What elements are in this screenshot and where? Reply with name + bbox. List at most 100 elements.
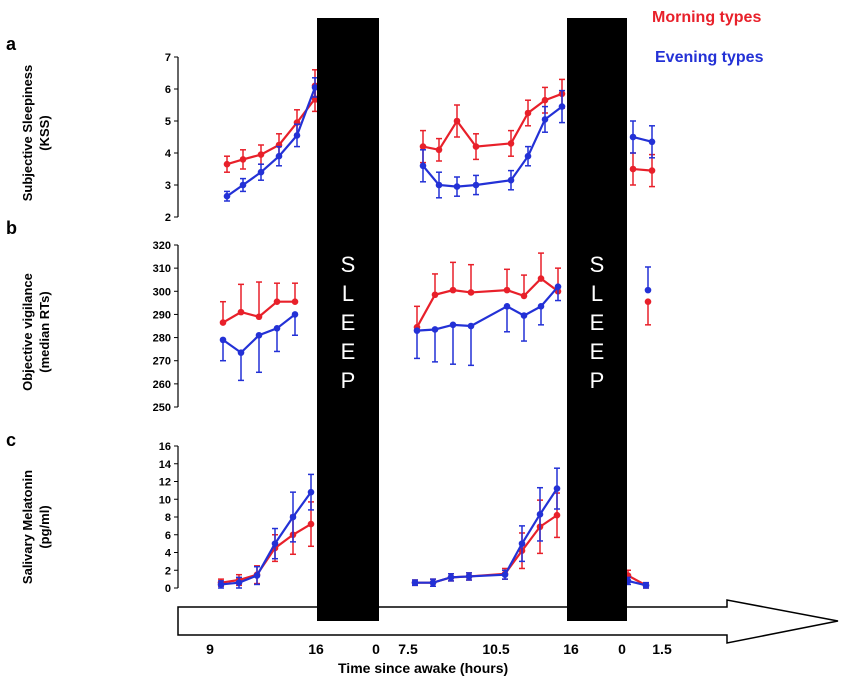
point-a-evening-seg1-0	[223, 192, 231, 200]
y-tick-label-a-0: 2	[165, 212, 171, 224]
y-tick-label-b-0: 250	[153, 402, 171, 414]
y-tick-label-b-7: 320	[153, 240, 171, 252]
point-a-evening-seg1-5	[311, 84, 319, 91]
point-b-evening-seg1-4	[291, 311, 299, 318]
legend-morning: Morning types	[652, 9, 762, 26]
point-a-evening-seg2-4	[507, 176, 515, 184]
point-b-morning-seg1-3	[273, 298, 281, 306]
point-a-evening-seg2-7	[558, 103, 566, 110]
x-axis-title: Time since awake (hours)	[338, 660, 509, 676]
point-b-morning-seg2-5	[520, 292, 528, 300]
point-b-morning-seg3-0	[644, 298, 652, 306]
sleep-letter-1-2: E	[341, 310, 356, 335]
y-tick-label-b-6: 310	[153, 263, 171, 275]
y-tick-label-a-5: 7	[165, 52, 171, 64]
point-a-evening-seg2-0	[419, 162, 427, 170]
point-b-morning-seg2-6	[537, 275, 545, 282]
point-a-evening-seg2-6	[541, 116, 549, 123]
point-c-evening-seg3-1	[642, 582, 650, 589]
point-b-morning-seg1-1	[237, 308, 245, 316]
sleep-letter-2-1: L	[591, 281, 603, 306]
point-b-evening-seg1-2	[255, 331, 263, 339]
panel-a: 2 3 4 5 6 7	[165, 52, 656, 224]
y-tick-label-c-0: 0	[165, 583, 171, 595]
sleep-letter-2-0: S	[590, 252, 605, 277]
line-a-evening-seg2	[422, 105, 563, 188]
point-c-evening-seg1-3	[271, 540, 279, 547]
point-a-morning-seg2-4	[507, 140, 515, 147]
line-c-morning-seg2	[415, 514, 558, 584]
point-c-evening-seg1-5	[307, 488, 315, 496]
point-b-evening-seg2-6	[537, 303, 545, 310]
point-c-evening-seg2-0	[411, 579, 419, 586]
point-a-evening-seg3-1	[648, 138, 656, 146]
point-b-evening-seg3-0	[644, 286, 652, 294]
point-a-morning-seg1-2	[257, 151, 265, 158]
y-tick-label-c-8: 16	[159, 441, 171, 453]
point-c-evening-seg2-7	[553, 485, 561, 492]
point-b-morning-seg1-2	[255, 313, 263, 321]
point-b-evening-seg2-4	[503, 303, 511, 310]
x-tick-label-3: 7.5	[398, 641, 418, 657]
point-a-evening-seg2-5	[524, 152, 532, 160]
point-c-evening-seg1-4	[289, 513, 297, 521]
point-a-morning-seg2-6	[541, 96, 549, 104]
sleep-bar-2	[567, 18, 627, 621]
point-a-morning-seg3-0	[629, 165, 637, 173]
y-tick-label-b-2: 270	[153, 356, 171, 368]
point-a-morning-seg2-2	[453, 117, 461, 125]
y-tick-label-c-1: 2	[165, 565, 171, 577]
sleep-bar-overlay-2	[567, 600, 627, 621]
point-a-morning-seg2-0	[419, 143, 427, 150]
point-c-evening-seg1-2	[253, 572, 261, 579]
point-c-evening-seg2-3	[465, 573, 473, 580]
x-tick-label-0: 9	[206, 641, 214, 657]
y-tick-label-a-2: 4	[165, 148, 172, 160]
sleep-letter-2-4: P	[590, 368, 605, 393]
point-b-evening-seg2-1	[431, 326, 439, 333]
point-c-morning-seg2-7	[553, 511, 561, 519]
point-b-morning-seg1-4	[291, 298, 299, 306]
sleep-letter-2-2: E	[590, 310, 605, 335]
point-c-evening-seg1-0	[217, 581, 225, 588]
y-tick-label-c-2: 4	[165, 548, 172, 560]
point-c-evening-seg1-1	[235, 579, 243, 586]
point-b-evening-seg1-1	[237, 349, 245, 356]
point-a-evening-seg3-0	[629, 133, 637, 141]
sleep-letter-2-3: E	[590, 339, 605, 364]
point-a-evening-seg1-4	[293, 132, 301, 139]
sleep-letter-1-4: P	[341, 368, 356, 393]
point-a-morning-seg3-1	[648, 167, 656, 174]
point-a-morning-seg1-1	[239, 156, 247, 163]
y-tick-label-a-1: 3	[165, 180, 171, 192]
point-a-evening-seg1-3	[275, 152, 283, 160]
point-c-evening-seg2-4	[501, 571, 509, 578]
y-tick-label-a-4: 6	[165, 84, 171, 96]
line-c-morning-seg1	[220, 523, 312, 584]
point-b-evening-seg2-5	[520, 312, 528, 319]
panel-letter-c: c	[6, 430, 17, 450]
point-c-morning-seg1-5	[307, 520, 315, 528]
sleep-letter-1-3: E	[341, 339, 356, 364]
line-a-evening-seg1	[226, 87, 317, 198]
point-b-evening-seg1-3	[273, 325, 281, 332]
panel-c: 0 2 4 6 8 10 12 14 16	[159, 441, 650, 595]
point-a-morning-seg1-0	[223, 160, 231, 168]
point-b-morning-seg1-0	[219, 319, 227, 326]
line-c-evening-seg2	[415, 487, 558, 584]
point-b-evening-seg2-2	[449, 321, 457, 329]
legend-evening: Evening types	[655, 49, 764, 66]
point-a-morning-seg2-3	[472, 143, 480, 150]
y-tick-label-b-1: 260	[153, 379, 171, 391]
y-tick-label-c-7: 14	[159, 459, 172, 471]
point-b-evening-seg2-0	[413, 327, 421, 334]
y-tick-label-c-5: 10	[159, 494, 171, 506]
y-tick-label-c-6: 12	[159, 477, 171, 489]
point-a-evening-seg2-2	[453, 183, 461, 190]
y-tick-label-b-3: 280	[153, 333, 171, 345]
point-a-evening-seg2-3	[472, 181, 480, 189]
x-tick-label-1: 16	[308, 641, 324, 657]
point-a-evening-seg1-1	[239, 181, 247, 189]
